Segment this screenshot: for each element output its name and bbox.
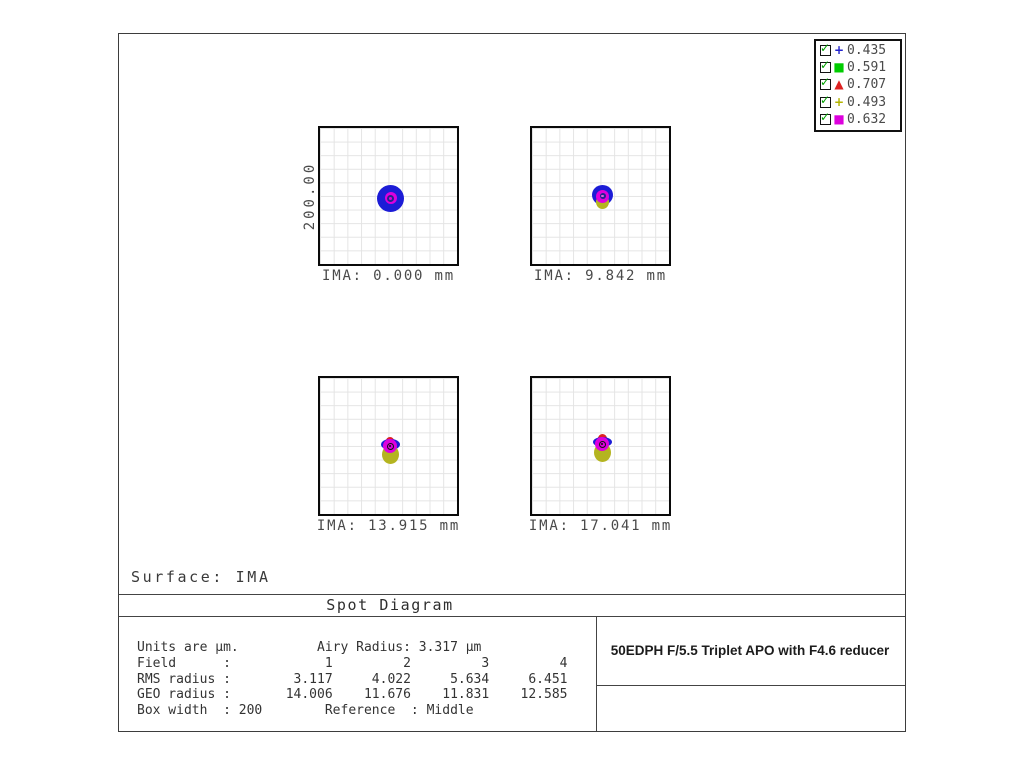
stats-line-geo: GEO radius : 14.006 11.676 11.831 12.585 (137, 687, 568, 703)
stats-line-field: Field : 1 2 3 4 (137, 655, 568, 671)
divider-title-top (119, 594, 905, 595)
triangle-marker-icon: ▲ (834, 77, 844, 92)
wavelength-checkbox[interactable]: ✓ (820, 41, 831, 57)
square-marker-icon: ■ (833, 60, 845, 75)
check-icon: ✓ (820, 75, 831, 90)
ima-label-field4: IMA: 17.041 mm (528, 518, 673, 534)
lens-title: 50EDPH F/5.5 Triplet APO with F4.6 reduc… (610, 643, 890, 658)
stats-block: Units are µm. Airy Radius: 3.317 µm Fiel… (137, 640, 567, 719)
spot-panel-field3 (318, 376, 459, 516)
wavelength-value: 0.435 (847, 43, 887, 59)
plot-frame: ✓ + 0.435 ✓ ■ 0.591 ✓ ▲ 0.707 ✓ + 0.493 … (118, 33, 906, 732)
axis-scale-label: 200.00 (302, 161, 318, 231)
empty-cell (596, 686, 904, 731)
check-icon: ✓ (820, 41, 831, 56)
wavelength-checkbox[interactable]: ✓ (820, 75, 831, 91)
wavelength-value: 0.493 (847, 94, 887, 110)
stats-line-boxwidth: Box width : 200 Reference : Middle (137, 703, 474, 719)
ima-label-field3: IMA: 13.915 mm (316, 518, 461, 534)
plus-marker-icon: + (833, 43, 845, 58)
divider-title-bottom (119, 616, 905, 617)
spot-mark-magenta-dot (389, 196, 392, 200)
spot-cluster-field1 (320, 128, 457, 264)
spot-cluster-field3 (320, 378, 457, 514)
divider-right-cell (596, 685, 905, 686)
check-icon: ✓ (820, 109, 831, 124)
ima-label-field1: IMA: 0.000 mm (322, 268, 455, 284)
spot-mark-magenta-dot (601, 194, 604, 198)
legend-item: ✓ ▲ 0.707 (820, 75, 900, 93)
spot-mark-black-ring (386, 442, 394, 450)
wavelength-checkbox[interactable]: ✓ (820, 110, 831, 125)
wavelength-checkbox[interactable]: ✓ (820, 58, 831, 74)
legend-item: ✓ ■ 0.632 (820, 110, 900, 128)
spot-cluster-field2 (532, 128, 669, 264)
stats-line-rms: RMS radius : 3.117 4.022 5.634 6.451 (137, 671, 568, 687)
legend-item: ✓ ■ 0.591 (820, 58, 900, 76)
spot-panel-field2 (530, 126, 671, 266)
spot-cluster-field4 (532, 378, 669, 514)
lens-title-cell: 50EDPH F/5.5 Triplet APO with F4.6 reduc… (596, 616, 904, 685)
divider-vertical (596, 616, 597, 731)
stats-line-units: Units are µm. Airy Radius: 3.317 µm (137, 640, 482, 655)
plus-marker-icon: + (833, 94, 845, 109)
legend-item: ✓ + 0.435 (820, 41, 900, 59)
check-icon: ✓ (820, 92, 831, 107)
square-marker-icon: ■ (833, 111, 845, 126)
chart-title: Spot Diagram (326, 596, 454, 614)
wavelength-value: 0.707 (847, 77, 887, 93)
surface-label: Surface: IMA (131, 568, 271, 586)
wavelength-checkbox[interactable]: ✓ (820, 93, 831, 108)
check-icon: ✓ (820, 58, 831, 73)
legend-item: ✓ + 0.493 (820, 93, 900, 111)
spot-mark-black-ring (598, 440, 606, 448)
wavelength-value: 0.632 (847, 111, 887, 127)
ima-label-field2: IMA: 9.842 mm (534, 268, 667, 284)
spot-mark-black-dot (601, 443, 603, 445)
spot-mark-black-dot (389, 445, 391, 447)
wavelength-value: 0.591 (847, 60, 887, 76)
spot-panel-field1 (318, 126, 459, 266)
wavelength-legend: ✓ + 0.435 ✓ ■ 0.591 ✓ ▲ 0.707 ✓ + 0.493 … (814, 39, 902, 132)
spot-panel-field4 (530, 376, 671, 516)
